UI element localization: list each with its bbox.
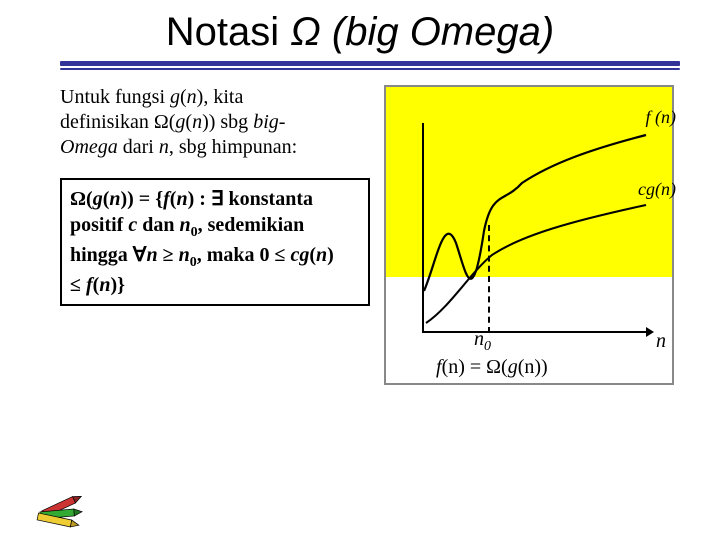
omega-chart: f (n) cg(n) n n0 f(n) = Ω(g(n)) bbox=[384, 85, 674, 385]
chart-equation: f(n) = Ω(g(n)) bbox=[436, 356, 548, 379]
crayons-icon bbox=[32, 482, 92, 532]
label-n-axis: n bbox=[656, 330, 666, 353]
content-area: Untuk fungsi g(n), kita definisikan Ω(g(… bbox=[60, 85, 690, 385]
title-word-notasi: Notasi bbox=[166, 10, 279, 54]
label-fn: f (n) bbox=[646, 107, 677, 128]
label-cgn: cg(n) bbox=[638, 179, 676, 200]
title-underline bbox=[60, 61, 680, 71]
title-omega: Ω bbox=[290, 10, 320, 54]
slide-title: Notasi Ω (big Omega) bbox=[0, 10, 720, 55]
left-column: Untuk fungsi g(n), kita definisikan Ω(g(… bbox=[60, 85, 370, 385]
intro-paragraph: Untuk fungsi g(n), kita definisikan Ω(g(… bbox=[60, 85, 370, 160]
definition-box: Ω(g(n)) = {f(n) : ∃ konstanta positif c … bbox=[60, 178, 370, 306]
curves-svg bbox=[422, 123, 652, 333]
right-column: f (n) cg(n) n n0 f(n) = Ω(g(n)) bbox=[384, 85, 690, 385]
label-n0: n0 bbox=[474, 328, 491, 355]
chart-axes bbox=[422, 123, 652, 333]
title-rest: (big Omega) bbox=[332, 10, 554, 54]
cgn-curve bbox=[426, 205, 646, 323]
